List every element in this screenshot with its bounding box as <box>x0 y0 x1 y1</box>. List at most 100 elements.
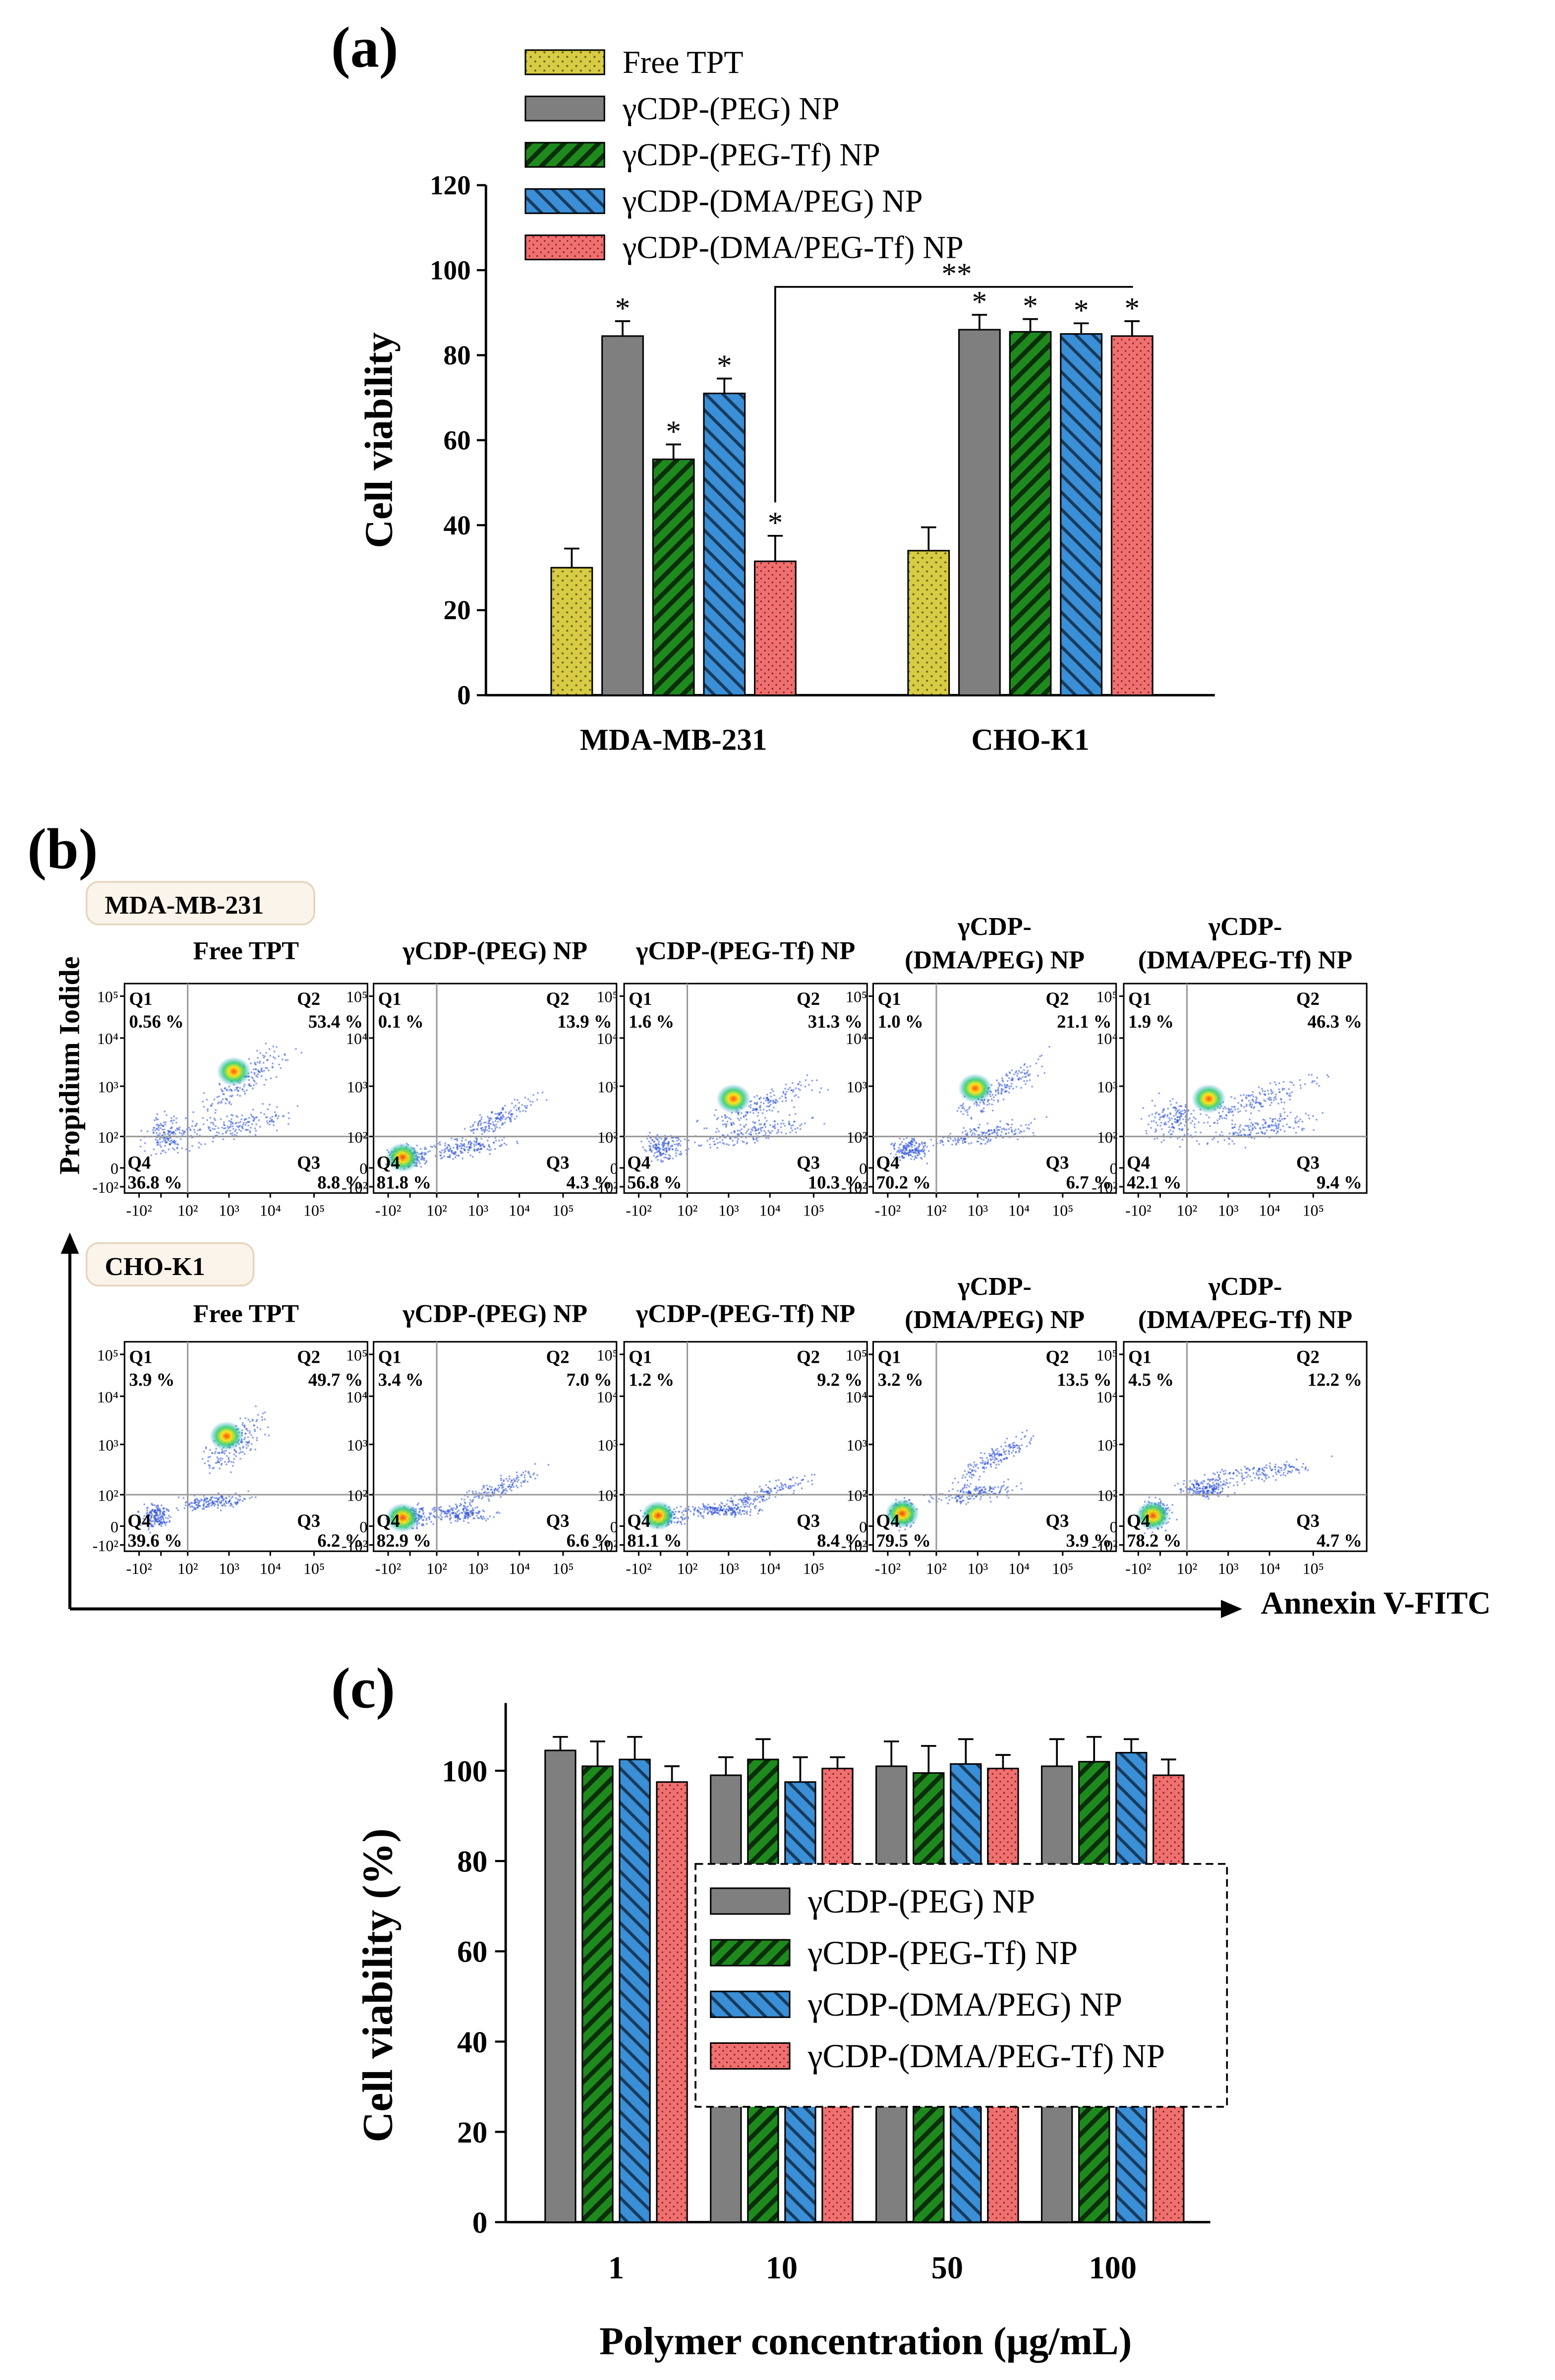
b-event-dot <box>1217 1141 1219 1143</box>
b-event-dot <box>721 1116 723 1118</box>
b-y-tick-label: 10⁵ <box>346 1346 367 1364</box>
b-event-dot <box>682 1519 684 1521</box>
b-event-dot <box>472 1156 474 1158</box>
b-event-dot <box>469 1126 472 1128</box>
b-event-dot <box>983 1452 985 1454</box>
b-event-dot <box>1206 1114 1208 1116</box>
b-event-dot <box>1155 1129 1157 1132</box>
b-event-dot <box>754 1127 756 1129</box>
b-event-dot <box>496 1117 498 1119</box>
b-event-dot <box>995 1091 997 1093</box>
b-event-dot <box>226 1099 228 1101</box>
b-event-dot <box>227 1502 229 1504</box>
b-event-dot <box>977 1140 979 1143</box>
b-event-dot <box>920 1150 922 1152</box>
b-event-dot <box>1280 1129 1282 1131</box>
b-event-dot <box>518 1106 520 1109</box>
b-event-dot <box>1006 1491 1008 1493</box>
b-event-dot <box>476 1128 478 1130</box>
b-event-dot <box>244 1124 246 1126</box>
b-event-dot <box>502 1122 504 1124</box>
b-event-dot <box>441 1157 443 1159</box>
b-event-dot <box>754 1507 756 1509</box>
b-event-dot <box>980 1452 982 1454</box>
b-event-dot <box>989 1140 991 1142</box>
b-event-dot <box>1153 1138 1155 1140</box>
b-event-dot <box>1256 1132 1258 1135</box>
b-event-dot <box>1026 1127 1029 1129</box>
b-event-dot <box>464 1511 467 1513</box>
b-event-dot <box>662 1146 664 1148</box>
b-event-dot <box>806 1074 808 1076</box>
b-event-dot <box>1278 1120 1281 1122</box>
b-event-dot <box>247 1121 249 1123</box>
b-event-dot <box>1024 1073 1026 1075</box>
b-event-dot <box>663 1140 665 1142</box>
b-event-dot <box>250 1085 252 1087</box>
b-event-dot <box>677 1517 679 1519</box>
b-event-dot <box>981 1457 983 1459</box>
b-event-dot <box>732 1504 735 1506</box>
b-event-dot <box>989 1463 992 1466</box>
b-event-dot <box>454 1138 456 1141</box>
b-event-dot <box>198 1504 200 1507</box>
b-event-dot <box>243 1083 246 1086</box>
b-event-dot <box>1269 1097 1272 1099</box>
b-event-dot <box>924 1142 926 1144</box>
b-event-dot <box>164 1133 166 1135</box>
b-event-dot <box>734 1511 736 1513</box>
b-event-dot <box>1179 1146 1181 1148</box>
b-event-dot <box>1299 1084 1302 1087</box>
b-event-dot <box>699 1508 701 1510</box>
b-event-dot <box>277 1117 279 1119</box>
b-event-dot <box>1308 1117 1311 1119</box>
b-event-dot <box>243 1119 246 1121</box>
b-event-dot <box>923 1152 925 1154</box>
b-event-dot <box>978 1479 980 1481</box>
b-event-dot <box>759 1501 761 1503</box>
b-event-dot <box>1006 1075 1009 1077</box>
b-event-dot <box>811 1480 813 1482</box>
b-event-dot <box>224 1452 226 1454</box>
b-event-dot <box>1187 1119 1189 1121</box>
b-event-dot <box>967 1463 970 1466</box>
b-event-dot <box>1198 1121 1200 1123</box>
b-event-dot <box>1175 1121 1177 1124</box>
b-event-dot <box>1170 1103 1172 1105</box>
b-event-dot <box>1178 1116 1180 1118</box>
b-event-dot <box>890 1143 892 1146</box>
b-event-dot <box>228 1456 230 1459</box>
b-event-dot <box>1268 1124 1270 1127</box>
b-event-dot <box>158 1523 160 1526</box>
b-event-dot <box>793 1106 795 1108</box>
b-event-dot <box>183 1507 186 1509</box>
b-event-dot <box>912 1138 914 1140</box>
b-event-dot <box>979 1475 981 1478</box>
b-event-dot <box>905 1147 907 1150</box>
b-event-dot <box>236 1132 238 1134</box>
b-event-dot <box>182 1133 185 1135</box>
b-event-dot <box>1228 1132 1231 1135</box>
b-event-dot <box>248 1079 250 1081</box>
b-event-dot <box>723 1505 726 1507</box>
b-event-dot <box>469 1140 471 1143</box>
b-event-dot <box>236 1089 238 1091</box>
b-event-dot <box>735 1504 737 1506</box>
b-event-dot <box>970 1464 973 1466</box>
b-event-dot <box>932 1498 934 1500</box>
b-event-dot <box>501 1485 504 1487</box>
b-q4-value: 82.9 % <box>377 1530 431 1551</box>
b-event-dot <box>1260 1103 1262 1105</box>
b-event-dot <box>905 1144 908 1147</box>
b-event-dot <box>222 1505 224 1507</box>
b-event-dot <box>260 1070 263 1072</box>
b-event-dot <box>715 1507 717 1509</box>
b-event-dot <box>962 1113 964 1115</box>
b-event-dot <box>1020 1087 1022 1089</box>
b-event-dot <box>963 1127 965 1129</box>
b-event-dot <box>495 1117 497 1119</box>
b-event-dot <box>455 1514 457 1516</box>
b-event-dot <box>457 1516 459 1518</box>
b-event-dot <box>1169 1100 1171 1102</box>
b-event-dot <box>989 1095 992 1098</box>
